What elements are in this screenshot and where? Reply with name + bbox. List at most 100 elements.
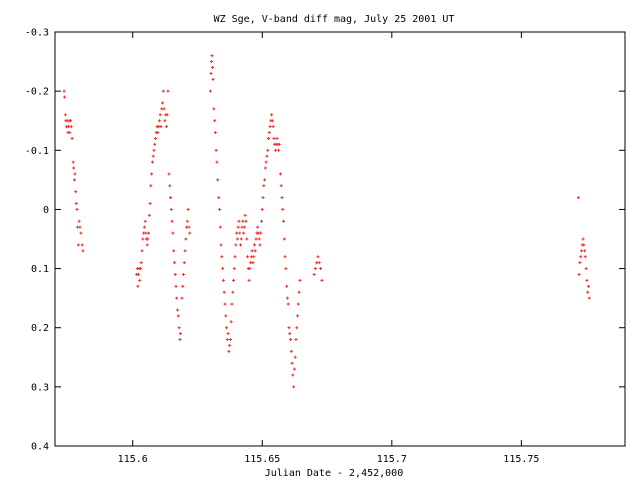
data-point: [253, 249, 257, 253]
data-point: [209, 60, 213, 64]
data-point: [177, 326, 181, 330]
data-point: [272, 136, 276, 140]
data-point: [81, 249, 85, 253]
data-point: [227, 349, 231, 353]
data-point: [266, 136, 270, 140]
data-point: [248, 267, 252, 271]
y-axis: -0.3 -0.2 -0.1 0 0.1 0.2 0.3 0.4: [25, 28, 625, 453]
data-point: [225, 338, 229, 342]
data-point: [587, 296, 591, 300]
data-point: [210, 54, 214, 58]
data-point: [246, 255, 250, 259]
data-point: [146, 237, 150, 241]
y-tick-label: -0.2: [25, 87, 49, 98]
data-point: [221, 267, 225, 271]
data-point: [236, 225, 240, 229]
data-point: [229, 320, 233, 324]
data-point: [233, 255, 237, 259]
y-tick-label: 0.3: [31, 382, 49, 393]
data-point: [218, 225, 222, 229]
data-point: [265, 154, 269, 158]
data-point: [242, 225, 246, 229]
data-point: [239, 237, 243, 241]
data-point: [289, 349, 293, 353]
data-point: [223, 302, 227, 306]
data-point: [80, 243, 84, 247]
y-tick-label: 0.4: [31, 442, 49, 453]
data-point: [583, 255, 587, 259]
data-point: [296, 314, 300, 318]
data-point: [273, 148, 277, 152]
data-point: [166, 89, 170, 93]
data-point: [169, 196, 173, 200]
data-point: [158, 113, 162, 117]
data-point: [168, 184, 172, 188]
data-point: [165, 113, 169, 117]
data-point: [270, 119, 274, 123]
data-point: [178, 338, 182, 342]
data-point: [214, 148, 218, 152]
data-point: [151, 154, 155, 158]
data-point: [72, 178, 76, 182]
data-point: [182, 272, 186, 276]
data-point: [211, 65, 215, 69]
data-point: [136, 284, 140, 288]
data-point: [69, 125, 73, 129]
y-tick-label: -0.3: [25, 28, 49, 39]
data-point: [226, 332, 230, 336]
data-point: [262, 184, 266, 188]
data-point: [234, 243, 238, 247]
x-tick-label: 115.6: [118, 454, 148, 465]
data-point: [172, 249, 176, 253]
data-point: [317, 261, 321, 265]
data-point: [237, 219, 241, 223]
data-point: [244, 219, 248, 223]
data-point: [157, 119, 161, 123]
data-point: [170, 219, 174, 223]
x-axis-label: Julian Date - 2,452,000: [265, 468, 403, 479]
data-point: [243, 213, 247, 217]
data-points: [62, 54, 591, 389]
data-point: [577, 272, 581, 276]
data-point: [149, 184, 153, 188]
data-point: [153, 142, 157, 146]
data-point: [154, 136, 158, 140]
data-point: [235, 231, 239, 235]
data-point: [139, 261, 143, 265]
data-point: [68, 131, 72, 135]
x-tick-label: 115.65: [244, 454, 280, 465]
y-tick-label: 0: [43, 205, 49, 216]
data-point: [312, 272, 316, 276]
data-point: [185, 219, 189, 223]
data-point: [221, 278, 225, 282]
data-point: [222, 290, 226, 294]
data-point: [139, 267, 142, 271]
data-point: [292, 385, 296, 389]
data-point: [66, 125, 70, 129]
data-point: [184, 237, 188, 241]
data-point: [75, 207, 79, 211]
data-point: [586, 290, 590, 294]
data-point: [79, 231, 83, 235]
data-point: [187, 225, 191, 229]
data-point: [74, 202, 78, 206]
data-point: [164, 125, 168, 129]
data-point: [218, 207, 222, 211]
data-point: [578, 261, 582, 265]
data-point: [585, 278, 589, 282]
data-point: [239, 243, 243, 247]
data-point: [77, 219, 81, 223]
data-point: [230, 302, 234, 306]
data-point: [245, 237, 249, 241]
data-point: [62, 89, 66, 93]
data-point: [175, 296, 179, 300]
data-point: [63, 113, 67, 117]
data-point: [156, 131, 160, 135]
data-point: [186, 207, 190, 211]
data-point: [277, 148, 281, 152]
data-point: [294, 338, 298, 342]
data-point: [286, 302, 290, 306]
data-point: [292, 367, 296, 371]
data-point: [167, 172, 171, 176]
